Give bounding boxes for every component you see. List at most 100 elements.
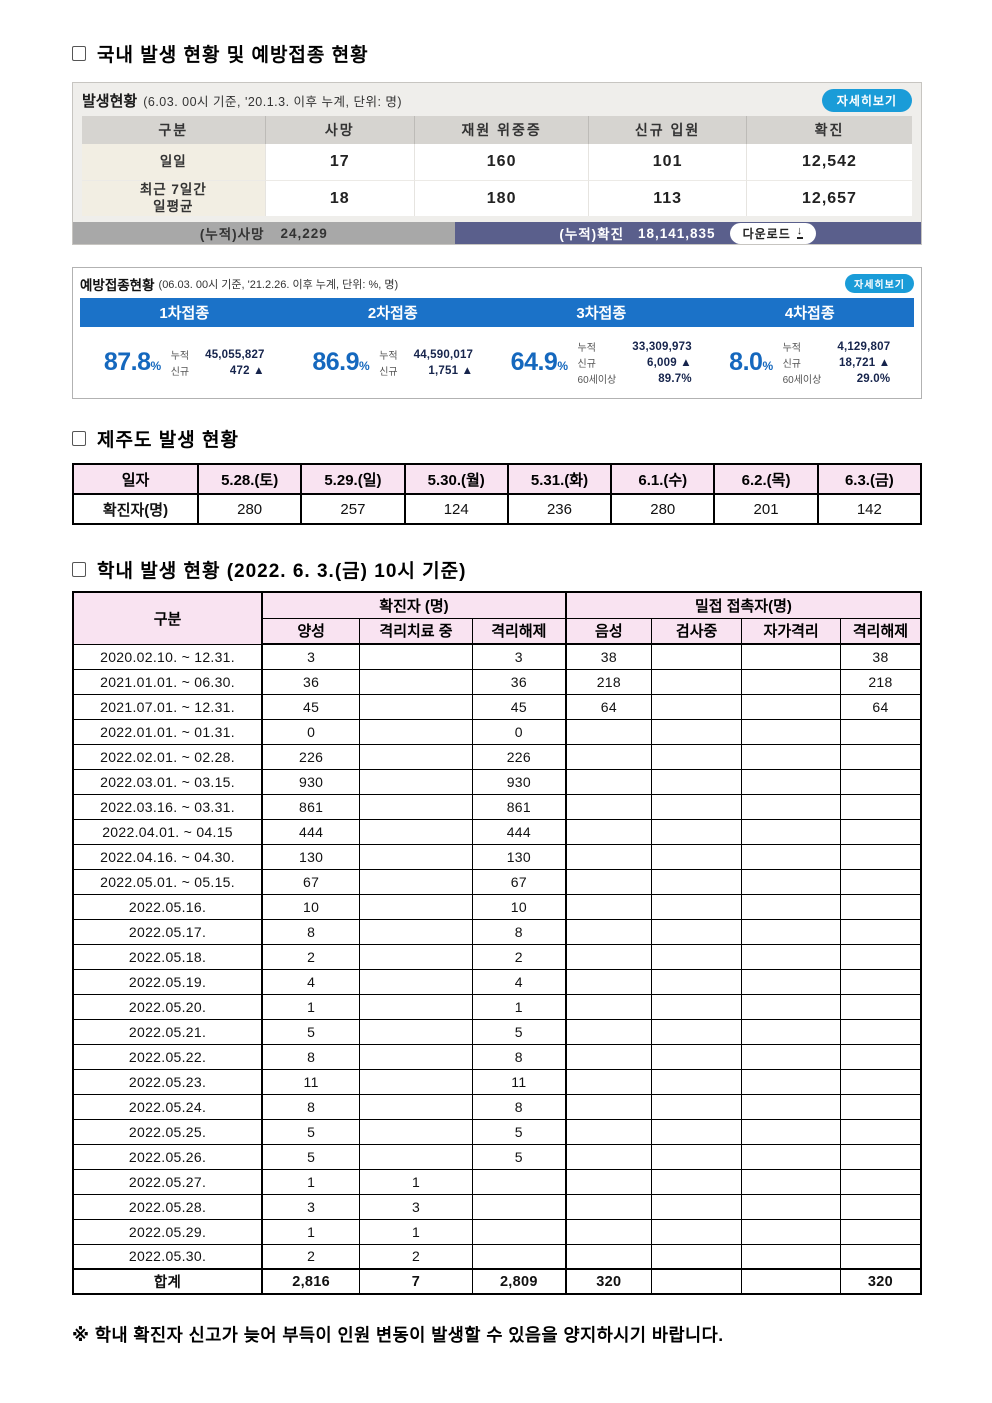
table-cell: 2022.04.01. ~ 04.15: [72, 818, 263, 845]
table-cell: 67: [471, 868, 567, 895]
section-title-school: 학내 발생 현황 (2022. 6. 3.(금) 10시 기준): [72, 556, 922, 583]
table-cell: 113: [588, 180, 746, 216]
dose-percentage: 87.8%: [103, 348, 161, 376]
table-cell: [359, 1068, 473, 1095]
column-header: 5.31.(화): [506, 463, 613, 495]
table-cell: 2: [261, 1243, 361, 1270]
cumulative-deaths-value: 24,229: [280, 225, 328, 241]
dose-header: 4차접종: [784, 305, 835, 322]
table-row: 2022.03.16. ~ 03.31. 861 861: [72, 793, 922, 820]
table-cell: [650, 1143, 743, 1170]
table-cell: [650, 993, 743, 1020]
table-cell: [650, 718, 743, 745]
table-cell: [650, 1093, 743, 1120]
column-header: 5.30.(월): [403, 463, 509, 495]
table-cell: [650, 768, 743, 795]
table-cell: 160: [413, 144, 589, 180]
stat-value: 18,721 ▲: [838, 356, 891, 369]
dose-header: 1차접종: [159, 305, 210, 322]
stat-label: 신규: [782, 359, 802, 370]
table-cell: 0: [261, 718, 361, 745]
column-header: 6.2.(목): [713, 463, 819, 495]
table-cell: 2022.05.23.: [72, 1068, 263, 1095]
occurrence-note: (6.03. 00시 기준, '20.1.3. 이후 누계, 단위: 명): [143, 95, 403, 109]
dose-percentage: 86.9%: [312, 348, 370, 376]
table-cell: [741, 843, 841, 870]
table-cell: [650, 818, 743, 845]
table-cell: [359, 793, 473, 820]
table-cell: 11: [261, 1068, 361, 1095]
table-cell: 320: [839, 1268, 922, 1295]
table-cell: [839, 868, 922, 895]
dose-block-2: 86.9% 누적 44,590,017 신규 1,751 ▲: [289, 339, 498, 386]
table-cell: [359, 943, 473, 970]
occurrence-panel: 발생현황 (6.03. 00시 기준, '20.1.3. 이후 누계, 단위: …: [72, 82, 922, 245]
table-cell: [741, 768, 841, 795]
table-cell: 10: [261, 893, 361, 920]
table-cell: [564, 1068, 652, 1095]
table-row: 2022.05.19. 4 4: [72, 968, 922, 995]
table-row: 2022.05.20. 1 1: [72, 993, 922, 1020]
table-cell: [741, 1118, 841, 1145]
table-cell: 2022.05.20.: [72, 993, 263, 1020]
table-cell: 8: [261, 1043, 361, 1070]
detail-view-button[interactable]: 자세히보기: [821, 89, 912, 112]
detail-view-button[interactable]: 자세히보기: [845, 274, 914, 293]
table-cell: [839, 893, 922, 920]
table-total-row: 합계 2,816 7 2,809 320 320: [72, 1268, 922, 1295]
table-cell: 2021.01.01. ~ 06.30.: [72, 668, 263, 695]
table-cell: 8: [471, 1093, 567, 1120]
table-cell: [359, 1018, 473, 1045]
table-row: 2022.02.01. ~ 02.28. 226 226: [72, 743, 922, 770]
table-cell: [741, 968, 841, 995]
row-label: 확진자(명): [72, 493, 199, 525]
table-cell: [564, 1218, 652, 1245]
table-cell: [564, 743, 652, 770]
table-cell: 1: [359, 1168, 473, 1195]
dose-block-4: 8.0% 누적 4,129,807 신규 18,721 ▲ 60세이상 29.0…: [706, 339, 915, 387]
occurrence-table: 구분 사망 재원 위중증 신규 입원 확진 일일 17 160 101 12,5…: [82, 116, 912, 216]
cumulative-bar: (누적)사망 24,229 (누적)확진 18,141,835 다운로드 ↓: [73, 222, 921, 244]
table-cell: [839, 1243, 922, 1270]
table-row: 2022.05.27. 1 1: [72, 1168, 922, 1195]
table-cell: [741, 1043, 841, 1070]
table-cell: [564, 1118, 652, 1145]
table-cell: 67: [261, 868, 361, 895]
table-cell: [650, 668, 743, 695]
stat-label: 신규: [170, 367, 190, 378]
table-cell: [839, 1143, 922, 1170]
table-cell: 12,542: [745, 144, 912, 180]
table-cell: 4: [471, 968, 567, 995]
cumulative-confirmed-label: (누적)확진: [559, 227, 624, 242]
table-cell: [839, 793, 922, 820]
school-table-body: 2020.02.10. ~ 12.31. 3 3 38 38 2021.01.01. ~ …: [72, 643, 922, 1295]
table-cell: [359, 1143, 473, 1170]
download-button[interactable]: 다운로드 ↓: [729, 222, 817, 244]
table-cell: [564, 768, 652, 795]
dose-block-3: 64.9% 누적 33,309,973 신규 6,009 ▲ 60세이상 89.…: [497, 339, 706, 387]
table-cell: [839, 1068, 922, 1095]
table-cell: 5: [471, 1143, 567, 1170]
table-cell: 64: [564, 693, 652, 720]
table-cell: 930: [261, 768, 361, 795]
table-cell: [839, 718, 922, 745]
stat-value: 472 ▲: [229, 364, 265, 377]
column-group-header: 확진자 (명): [261, 591, 567, 619]
occurrence-title: 발생현황: [82, 93, 138, 110]
table-cell: 45: [261, 693, 361, 720]
table-cell: [564, 793, 652, 820]
table-cell: 2022.05.21.: [72, 1018, 263, 1045]
table-cell: [839, 1168, 922, 1195]
cumulative-confirmed: (누적)확진 18,141,835 다운로드 ↓: [454, 222, 921, 244]
table-row: 일일 17 160 101 12,542: [82, 144, 912, 180]
table-cell: 38: [839, 643, 922, 670]
download-icon: ↓: [796, 225, 804, 239]
table-row: 2022.05.23. 11 11: [72, 1068, 922, 1095]
table-cell: [741, 993, 841, 1020]
dose-block-1: 87.8% 누적 45,055,827 신규 472 ▲: [80, 339, 289, 386]
dose-header-bar: 1차접종 2차접종 3차접종 4차접종: [80, 298, 914, 327]
table-row: 2022.05.29. 1 1: [72, 1218, 922, 1245]
table-cell: 2022.03.01. ~ 03.15.: [72, 768, 263, 795]
table-cell: [359, 893, 473, 920]
